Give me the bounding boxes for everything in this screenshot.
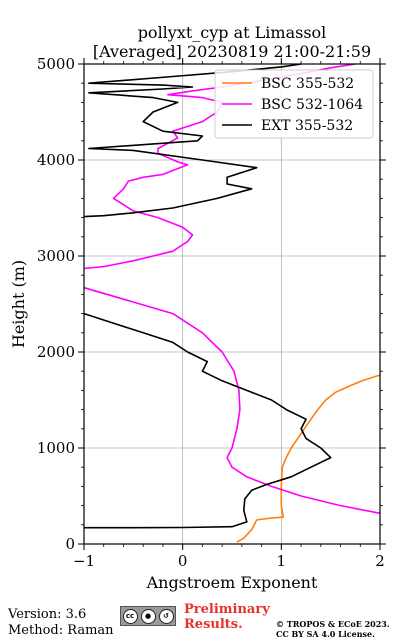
y-tick-label: 2000 bbox=[37, 343, 75, 361]
method-text: Method: Raman bbox=[8, 623, 114, 638]
preliminary-results-note: Preliminary Results. bbox=[184, 602, 270, 632]
x-axis-label: Angstroem Exponent bbox=[146, 573, 318, 592]
copyright-line-1: © TROPOS & ECoE 2023. bbox=[276, 619, 390, 629]
series-line-ext-355-532 bbox=[83, 63, 332, 529]
version-method-info: Version: 3.6 Method: Raman bbox=[8, 607, 114, 639]
x-tick-label: 2 bbox=[375, 552, 385, 570]
legend-label-bsc-355-532: BSC 355-532 bbox=[261, 76, 354, 92]
x-tick-label: 0 bbox=[178, 552, 188, 570]
version-text: Version: 3.6 bbox=[8, 607, 87, 622]
share-alike-icon: ↺ bbox=[158, 608, 174, 624]
chart-title: pollyxt_cyp at Limassol bbox=[138, 23, 327, 42]
y-tick-label: 4000 bbox=[37, 151, 75, 169]
y-tick-label: 3000 bbox=[37, 247, 75, 265]
series-line-bsc-532-1064 bbox=[83, 63, 381, 515]
plot-frame bbox=[83, 63, 381, 545]
cc-icon: cc bbox=[122, 608, 138, 624]
preliminary-line-2: Results. bbox=[184, 617, 243, 632]
cc-license-badge: cc ● ↺ bbox=[120, 606, 176, 626]
preliminary-line-1: Preliminary bbox=[184, 602, 270, 617]
legend-box bbox=[214, 69, 374, 139]
copyright-line-2: CC BY SA 4.0 License. bbox=[276, 629, 375, 639]
y-tick-label: 1000 bbox=[37, 439, 75, 457]
attribution-icon: ● bbox=[140, 608, 156, 624]
series-lines bbox=[83, 63, 381, 543]
legend: BSC 355-532 BSC 532-1064 EXT 355-532 bbox=[214, 69, 374, 139]
chart-subtitle: [Averaged] 20230819 21:00-21:59 bbox=[93, 42, 371, 61]
y-axis-label: Height (m) bbox=[9, 260, 28, 348]
y-tick-label: 0 bbox=[65, 535, 75, 553]
x-tick-label: 1 bbox=[277, 552, 287, 570]
x-tick-label: −1 bbox=[73, 552, 95, 570]
series-line-bsc-355-532 bbox=[236, 374, 381, 543]
legend-label-bsc-532-1064: BSC 532-1064 bbox=[261, 97, 363, 113]
legend-label-ext-355-532: EXT 355-532 bbox=[261, 118, 353, 134]
y-tick-label: 5000 bbox=[37, 55, 75, 73]
copyright-note: © TROPOS & ECoE 2023. CC BY SA 4.0 Licen… bbox=[276, 619, 390, 639]
